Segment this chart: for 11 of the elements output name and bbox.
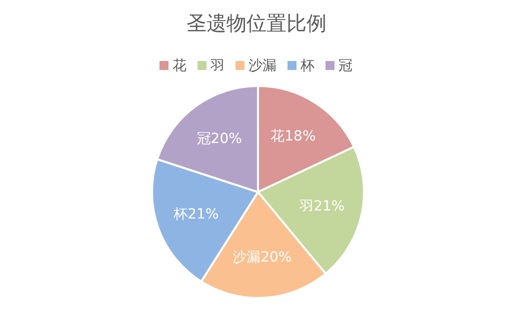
legend-label: 杯 (300, 58, 314, 74)
data-label: 羽21% (298, 198, 345, 214)
data-label: 花18% (270, 128, 316, 145)
legend-label: 冠 (338, 58, 352, 74)
data-label: 杯21% (172, 206, 219, 222)
data-label: 冠20% (196, 130, 242, 147)
chart-title: 圣遗物位置比例 (186, 11, 326, 35)
legend-label: 羽 (210, 58, 224, 74)
legend-label: 沙漏 (248, 58, 276, 74)
data-label: 沙漏20% (232, 250, 292, 266)
legend-label: 花 (172, 58, 186, 74)
